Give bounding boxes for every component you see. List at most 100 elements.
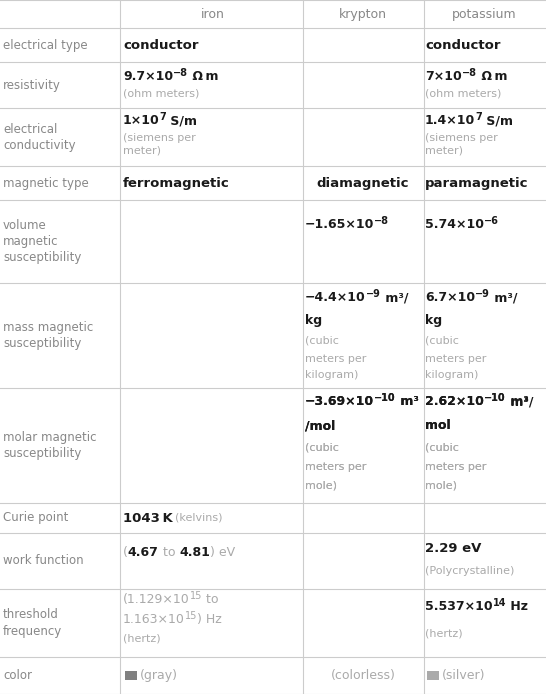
- Bar: [427, 671, 439, 680]
- Text: /mol: /mol: [305, 419, 335, 432]
- Text: 5.537×10: 5.537×10: [425, 600, 492, 613]
- Text: ferromagnetic: ferromagnetic: [123, 176, 230, 189]
- Text: iron: iron: [201, 8, 225, 21]
- Text: electrical type: electrical type: [3, 38, 87, 51]
- Text: −8: −8: [462, 68, 477, 78]
- Text: mole): mole): [425, 481, 457, 491]
- Text: 6.7×10: 6.7×10: [425, 291, 475, 304]
- Text: 15: 15: [190, 591, 202, 601]
- Bar: [125, 671, 137, 680]
- Text: 4.81: 4.81: [179, 546, 210, 559]
- Text: (cubic: (cubic: [425, 443, 459, 452]
- Text: work function: work function: [3, 555, 84, 568]
- Text: (ohm meters): (ohm meters): [425, 88, 501, 99]
- Text: mass magnetic
susceptibility: mass magnetic susceptibility: [3, 321, 93, 350]
- Text: kilogram): kilogram): [425, 371, 478, 380]
- Text: volume
magnetic
susceptibility: volume magnetic susceptibility: [3, 219, 81, 264]
- Text: 7: 7: [160, 112, 167, 122]
- Text: m³/: m³/: [490, 291, 518, 304]
- Text: −1.65×10: −1.65×10: [305, 219, 375, 231]
- Text: −3.69×10: −3.69×10: [305, 396, 374, 408]
- Text: 2.29 eV: 2.29 eV: [425, 542, 482, 555]
- Text: meters per: meters per: [425, 354, 486, 364]
- Text: (hertz): (hertz): [123, 634, 161, 643]
- Text: /mol: /mol: [305, 419, 335, 432]
- Text: mole): mole): [425, 481, 457, 491]
- Text: m³/: m³/: [381, 291, 408, 304]
- Text: krypton: krypton: [339, 8, 387, 21]
- Text: Ω m: Ω m: [477, 70, 507, 83]
- Text: kg: kg: [425, 314, 442, 328]
- Text: 1043 K: 1043 K: [123, 511, 173, 525]
- Text: meters per: meters per: [305, 462, 366, 473]
- Text: (kelvins): (kelvins): [175, 513, 222, 523]
- Text: (gray): (gray): [140, 669, 178, 682]
- Text: −4.4×10: −4.4×10: [305, 291, 366, 304]
- Text: mole): mole): [305, 481, 337, 491]
- Text: paramagnetic: paramagnetic: [425, 176, 529, 189]
- Text: meters per: meters per: [305, 462, 366, 473]
- Text: −6: −6: [484, 217, 499, 226]
- Text: (Polycrystalline): (Polycrystalline): [425, 566, 514, 576]
- Text: (cubic: (cubic: [305, 336, 339, 346]
- Text: m³: m³: [506, 396, 529, 408]
- Text: 5.74×10: 5.74×10: [425, 219, 484, 231]
- Text: color: color: [3, 669, 32, 682]
- Text: 1.163×10: 1.163×10: [123, 613, 185, 626]
- Text: to: to: [202, 593, 218, 606]
- Text: meter): meter): [123, 145, 161, 155]
- Text: magnetic type: magnetic type: [3, 176, 89, 189]
- Text: conductor: conductor: [123, 38, 199, 51]
- Text: −9: −9: [366, 289, 381, 299]
- Text: mole): mole): [305, 481, 337, 491]
- Text: 7: 7: [475, 112, 482, 122]
- Text: ) eV: ) eV: [210, 546, 235, 559]
- Text: (siemens per: (siemens per: [425, 133, 498, 143]
- Text: (colorless): (colorless): [330, 669, 395, 682]
- Text: 1×10: 1×10: [123, 115, 160, 127]
- Text: meters per: meters per: [425, 462, 486, 473]
- Text: m³: m³: [396, 396, 419, 408]
- Text: meter): meter): [425, 145, 463, 155]
- Text: 2.62×10: 2.62×10: [425, 396, 484, 408]
- Text: 2.62×10: 2.62×10: [425, 396, 484, 408]
- Text: (1.129×10: (1.129×10: [123, 593, 190, 606]
- Text: (cubic: (cubic: [425, 443, 459, 452]
- Text: 14: 14: [492, 598, 506, 607]
- Text: 7×10: 7×10: [425, 70, 462, 83]
- Text: molar magnetic
susceptibility: molar magnetic susceptibility: [3, 431, 97, 460]
- Text: (cubic: (cubic: [305, 443, 339, 452]
- Text: (silver): (silver): [442, 669, 485, 682]
- Text: S/m: S/m: [482, 115, 513, 127]
- Text: electrical
conductivity: electrical conductivity: [3, 123, 76, 151]
- Text: meters per: meters per: [305, 354, 366, 364]
- Text: −10: −10: [484, 393, 506, 403]
- Text: −9: −9: [475, 289, 490, 299]
- Text: (siemens per: (siemens per: [123, 133, 196, 143]
- Text: kilogram): kilogram): [305, 371, 358, 380]
- Text: Curie point: Curie point: [3, 511, 68, 525]
- Text: (: (: [123, 546, 128, 559]
- Text: 4.67: 4.67: [128, 546, 159, 559]
- Text: threshold
frequency: threshold frequency: [3, 609, 62, 638]
- Text: ) Hz: ) Hz: [197, 613, 222, 626]
- Text: (cubic: (cubic: [425, 336, 459, 346]
- Text: potassium: potassium: [452, 8, 517, 21]
- Text: −8: −8: [173, 68, 188, 78]
- Text: (hertz): (hertz): [425, 628, 462, 638]
- Text: kg: kg: [305, 314, 322, 328]
- Text: S/m: S/m: [167, 115, 198, 127]
- Text: (cubic: (cubic: [305, 443, 339, 452]
- Text: −8: −8: [375, 217, 389, 226]
- Text: 15: 15: [185, 611, 197, 621]
- Text: 9.7×10: 9.7×10: [123, 70, 173, 83]
- Text: meters per: meters per: [425, 462, 486, 473]
- Text: mol: mol: [425, 419, 450, 432]
- Text: diamagnetic: diamagnetic: [317, 176, 410, 189]
- Text: m³: m³: [396, 396, 419, 408]
- Text: conductor: conductor: [425, 38, 501, 51]
- Text: mol: mol: [425, 419, 450, 432]
- Text: −3.69×10: −3.69×10: [305, 396, 374, 408]
- Text: Hz: Hz: [506, 600, 528, 613]
- Text: (ohm meters): (ohm meters): [123, 88, 199, 99]
